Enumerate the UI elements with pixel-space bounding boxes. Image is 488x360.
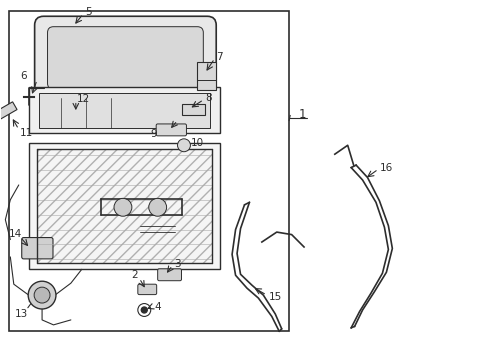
FancyBboxPatch shape — [157, 269, 181, 281]
Text: 5: 5 — [84, 7, 91, 17]
FancyBboxPatch shape — [138, 284, 156, 294]
Text: 2: 2 — [131, 270, 138, 280]
Text: 9: 9 — [150, 129, 157, 139]
Bar — [29, 87, 219, 133]
Circle shape — [177, 139, 190, 152]
Text: 14: 14 — [9, 229, 22, 239]
Text: 16: 16 — [379, 163, 392, 172]
Text: 11: 11 — [20, 128, 33, 138]
Text: 15: 15 — [268, 292, 281, 302]
Bar — [197, 62, 216, 90]
Text: 13: 13 — [15, 309, 28, 319]
FancyBboxPatch shape — [47, 27, 203, 89]
Text: 10: 10 — [190, 138, 203, 148]
Text: 4: 4 — [154, 302, 161, 311]
Bar — [37, 149, 211, 264]
Text: 1: 1 — [299, 108, 306, 121]
Text: 6: 6 — [20, 71, 27, 81]
FancyBboxPatch shape — [35, 16, 216, 99]
Text: 7: 7 — [215, 52, 222, 62]
Circle shape — [148, 198, 166, 216]
Text: 8: 8 — [204, 93, 211, 103]
Circle shape — [114, 198, 132, 216]
FancyBboxPatch shape — [21, 238, 53, 259]
Bar — [29, 143, 219, 269]
Bar — [182, 104, 204, 114]
Circle shape — [141, 307, 147, 313]
Circle shape — [34, 287, 50, 303]
Circle shape — [28, 281, 56, 309]
FancyBboxPatch shape — [156, 124, 186, 136]
Bar — [39, 93, 209, 128]
Text: 12: 12 — [77, 94, 90, 104]
Bar — [0, 102, 17, 121]
Text: 3: 3 — [174, 259, 180, 269]
